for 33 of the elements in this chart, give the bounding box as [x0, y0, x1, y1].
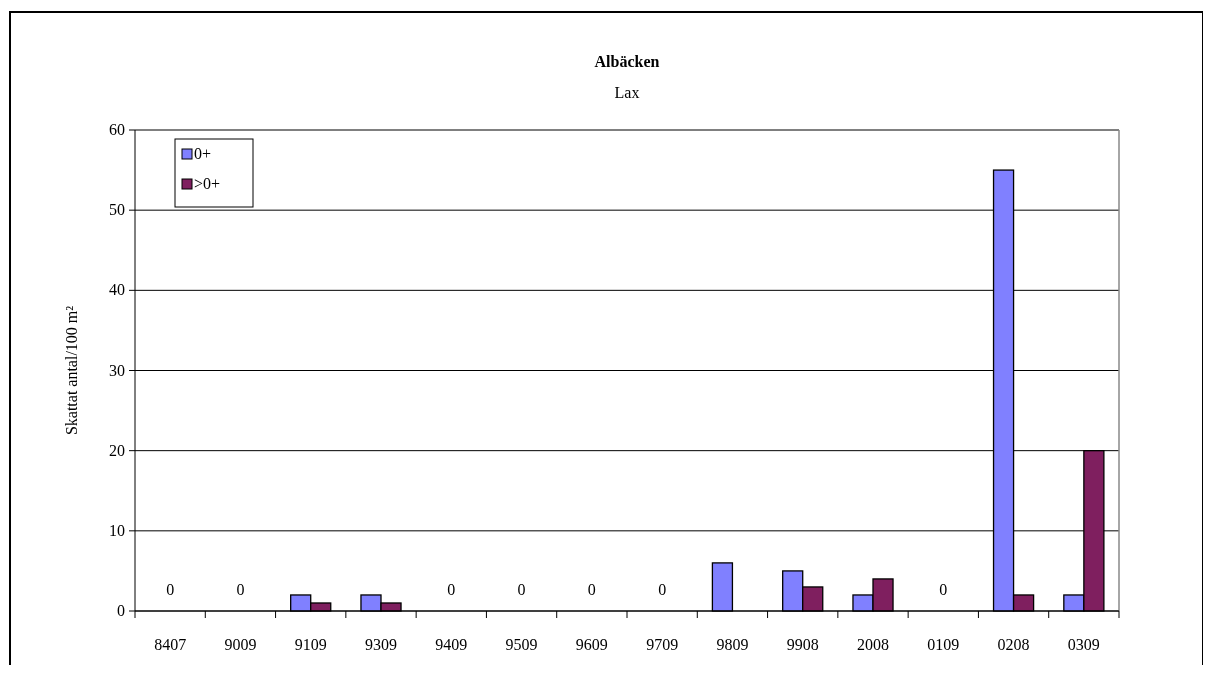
x-tick-label: 8407: [154, 636, 187, 653]
legend-label: >0+: [194, 175, 221, 192]
x-tick-label: 9009: [224, 636, 257, 653]
y-tick-label: 40: [109, 281, 125, 299]
y-tick-label: 0: [117, 602, 125, 619]
annotation: 0: [447, 581, 456, 598]
x-tick-label: 0208: [997, 636, 1030, 653]
annotation: 0: [939, 581, 948, 598]
y-tick-label: 60: [109, 121, 125, 138]
y-axis-title: Skattat antal/100 m²: [63, 305, 80, 436]
x-tick-label: 9809: [716, 636, 749, 653]
annotation: 0: [236, 581, 245, 598]
x-tick-label: 9509: [505, 636, 538, 653]
x-tick-label: 0109: [927, 636, 960, 653]
legend-label: 0+: [194, 145, 212, 162]
x-tick-label: 0309: [1067, 636, 1100, 653]
x-tick-label: 9409: [435, 636, 468, 653]
chart-subtitle: Lax: [614, 84, 640, 101]
x-tick-label: 9309: [365, 636, 397, 653]
annotation: 0: [166, 581, 175, 598]
annotation: 0: [517, 581, 526, 598]
y-tick-label: 50: [109, 201, 125, 219]
x-tick-label: 9709: [646, 636, 679, 653]
x-tick-label: 2008: [857, 636, 889, 653]
x-tick-label: 9609: [575, 636, 608, 653]
y-tick-label: 20: [109, 441, 125, 459]
x-tick-label: 9908: [786, 636, 819, 653]
chart-title: Albäcken: [594, 53, 660, 70]
y-tick-label: 30: [109, 361, 125, 379]
annotation: 0: [587, 581, 596, 598]
y-tick-label: 10: [109, 521, 125, 539]
annotation: 0: [658, 581, 667, 598]
x-tick-label: 9109: [294, 636, 327, 653]
